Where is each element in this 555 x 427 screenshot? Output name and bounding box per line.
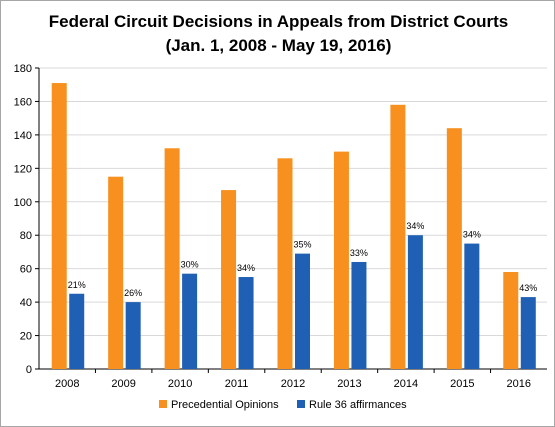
bar-precedential-opinions [390, 105, 405, 369]
legend-swatch [297, 400, 305, 408]
x-tick-label: 2010 [168, 378, 192, 390]
y-tick-label: 40 [20, 297, 32, 309]
bar-rule-36-affirmances [182, 274, 197, 369]
bar-precedential-opinions [108, 177, 123, 369]
data-label: 34% [406, 221, 424, 231]
x-tick-label: 2015 [450, 378, 474, 390]
data-label: 43% [519, 283, 537, 293]
y-tick-label: 60 [20, 264, 32, 276]
data-label: 33% [350, 248, 368, 258]
bar-precedential-opinions [278, 158, 293, 369]
y-tick-label: 100 [14, 197, 32, 209]
x-tick-label: 2008 [55, 378, 79, 390]
bar-precedential-opinions [221, 190, 236, 369]
y-tick-label: 20 [20, 331, 32, 343]
bar-rule-36-affirmances [239, 277, 254, 369]
data-label: 30% [181, 260, 199, 270]
y-tick-label: 160 [14, 96, 32, 108]
x-tick-label: 2011 [225, 378, 249, 390]
x-tick-label: 2014 [394, 378, 418, 390]
data-label: 35% [293, 240, 311, 250]
bar-rule-36-affirmances [521, 297, 536, 369]
bar-rule-36-affirmances [295, 254, 310, 369]
data-label: 21% [68, 280, 86, 290]
bar-rule-36-affirmances [69, 294, 84, 369]
bar-precedential-opinions [165, 148, 180, 369]
y-tick-label: 140 [14, 130, 32, 142]
y-tick-label: 0 [26, 364, 32, 376]
legend-label: Rule 36 affirmances [309, 399, 407, 411]
legend-swatch [159, 400, 167, 408]
bar-rule-36-affirmances [126, 302, 141, 369]
data-label: 34% [237, 263, 255, 273]
bar-precedential-opinions [447, 128, 462, 369]
x-tick-label: 2016 [507, 378, 531, 390]
bar-precedential-opinions [52, 83, 67, 369]
y-tick-label: 180 [14, 63, 32, 75]
x-tick-label: 2012 [281, 378, 305, 390]
y-tick-label: 120 [14, 163, 32, 175]
bar-rule-36-affirmances [408, 235, 423, 369]
y-tick-label: 80 [20, 230, 32, 242]
bar-rule-36-affirmances [464, 244, 479, 369]
bar-precedential-opinions [334, 152, 349, 369]
data-label: 34% [463, 230, 481, 240]
bar-precedential-opinions [503, 272, 518, 369]
x-tick-label: 2009 [111, 378, 135, 390]
x-tick-label: 2013 [337, 378, 361, 390]
legend-label: Precedential Opinions [171, 399, 279, 411]
bar-rule-36-affirmances [351, 262, 366, 369]
data-label: 26% [124, 288, 142, 298]
